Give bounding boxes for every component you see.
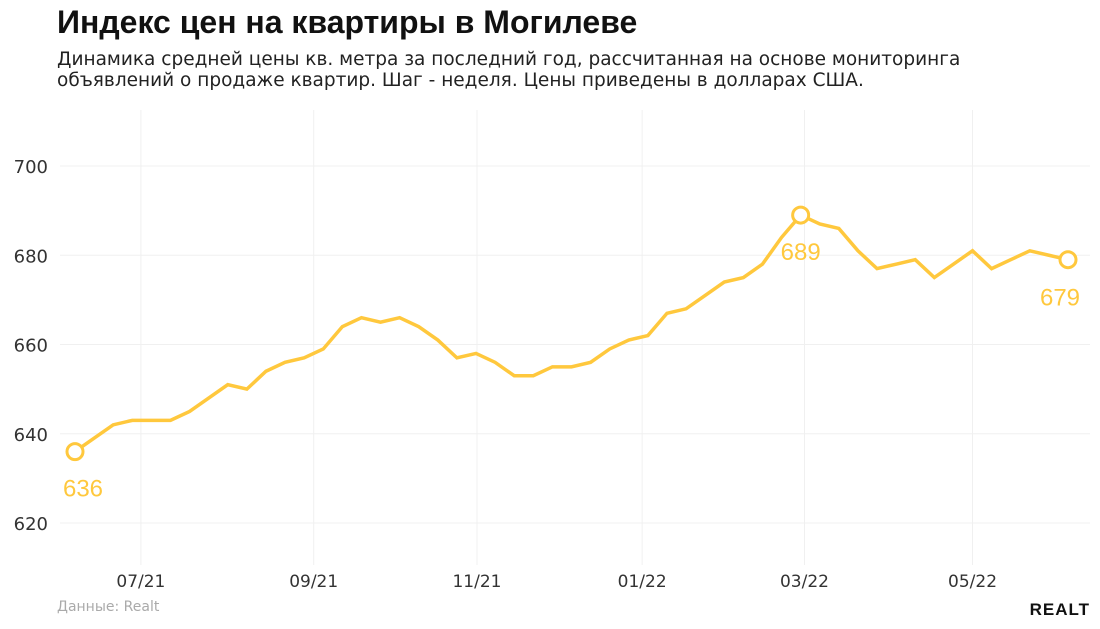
x-tick-label: 09/21 — [289, 572, 338, 592]
highlight-marker — [791, 205, 811, 225]
realt-logo: REALT — [1029, 600, 1090, 619]
y-tick-label: 640 — [14, 425, 48, 446]
y-tick-label: 680 — [14, 246, 48, 267]
source-note: Данные: Realt — [57, 599, 160, 615]
highlight-marker — [1058, 250, 1078, 270]
y-tick-label: 620 — [14, 514, 48, 535]
x-tick-label: 03/22 — [780, 572, 829, 592]
x-tick-label: 11/21 — [452, 572, 501, 592]
chart-subtitle: Динамика средней цены кв. метра за после… — [57, 49, 961, 91]
x-tick-label: 05/22 — [948, 572, 997, 592]
y-tick-label: 700 — [14, 157, 48, 178]
data-label: 679 — [1040, 285, 1080, 312]
data-label: 689 — [781, 239, 821, 266]
price-line — [73, 212, 1069, 454]
data-label: 636 — [63, 476, 103, 503]
highlight-marker — [65, 442, 85, 462]
x-tick-label: 01/22 — [618, 572, 667, 592]
chart-title: Индекс цен на квартиры в Могилеве — [57, 4, 638, 40]
y-tick-label: 660 — [14, 336, 48, 357]
x-tick-label: 07/21 — [116, 572, 165, 592]
